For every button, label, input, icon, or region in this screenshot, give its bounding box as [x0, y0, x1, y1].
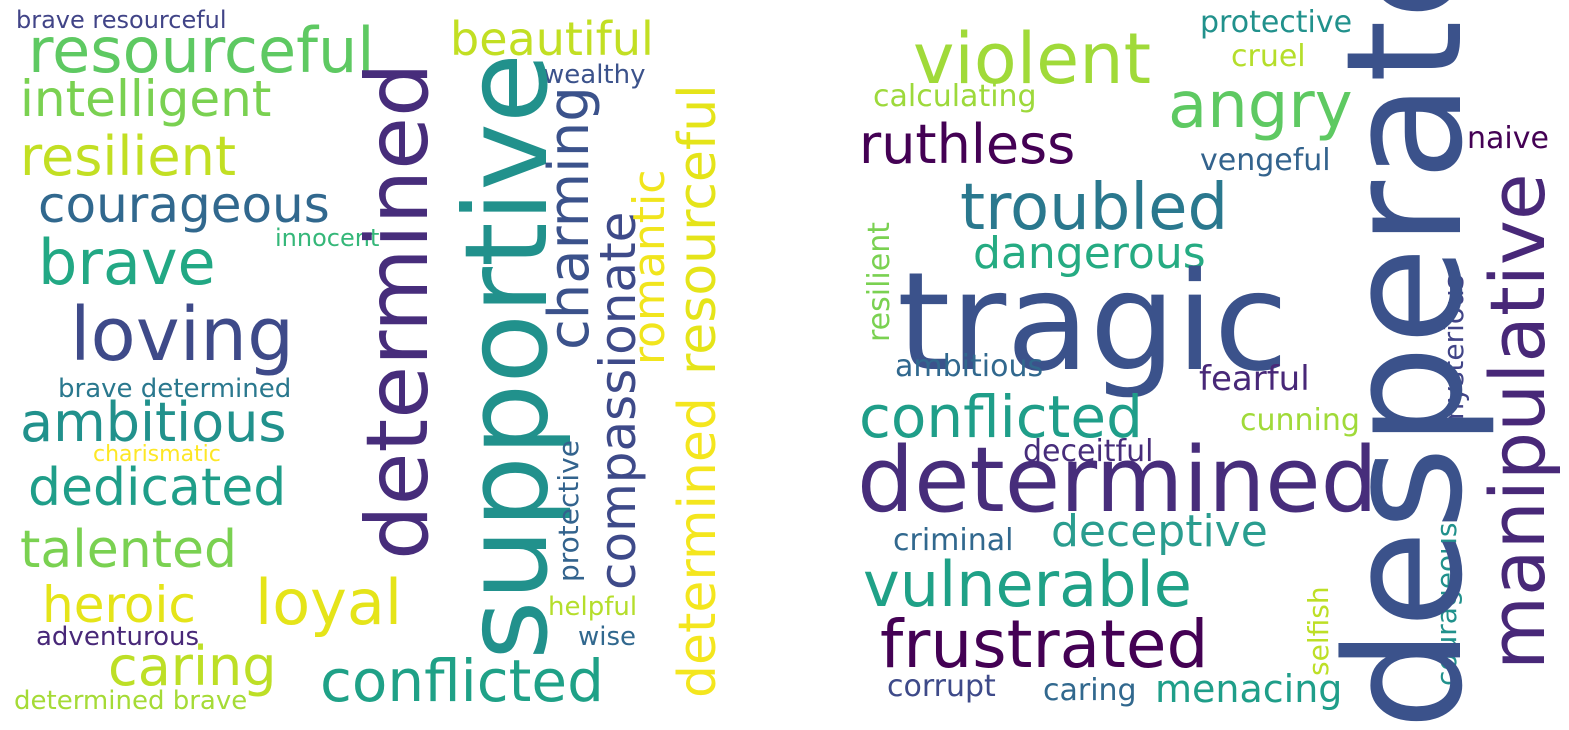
left-word-5: resilient: [20, 125, 236, 188]
right-word-3: calculating: [873, 79, 1037, 114]
left-word-16: loyal: [255, 566, 403, 639]
right-word-16: determined: [857, 428, 1378, 533]
right-word-6: vengeful: [1200, 143, 1331, 178]
left-word-14: talented: [20, 520, 238, 580]
right-word-7: naive: [1467, 121, 1549, 156]
left-word-cloud: brave resourceful resourceful beautiful wea…: [0, 0, 728, 724]
right-word-0: protective: [1200, 5, 1353, 40]
left-word-7: innocent: [275, 224, 380, 252]
right-word-14: cunning: [1240, 403, 1360, 438]
right-word-9: dangerous: [973, 228, 1206, 279]
left-word-17: adventurous: [36, 622, 200, 652]
left-word-3: wealthy: [543, 60, 646, 90]
left-word-15: heroic: [42, 576, 196, 634]
left-word-4: intelligent: [20, 70, 272, 128]
right-word-8: troubled: [960, 171, 1229, 245]
left-word-21: helpful: [548, 592, 638, 622]
right-word-19: vulnerable: [863, 548, 1192, 621]
left-word-10: brave determined: [58, 374, 292, 404]
left-word-28: romantic: [624, 169, 675, 365]
right-word-15: deceitful: [1023, 434, 1154, 469]
left-word-13: dedicated: [28, 458, 287, 518]
left-word-22: wise: [578, 622, 637, 652]
left-word-19: determined brave: [14, 686, 248, 716]
right-word-18: deceptive: [1051, 506, 1268, 557]
right-word-12: fearful: [1199, 359, 1310, 399]
left-word-2: beautiful: [450, 12, 654, 66]
right-word-22: caring: [1043, 673, 1137, 708]
right-word-23: menacing: [1155, 667, 1343, 711]
left-word-6: courageous: [38, 176, 330, 234]
left-word-0: brave resourceful: [16, 6, 227, 34]
left-word-27: protective: [552, 440, 585, 582]
right-word-13: conflicted: [859, 383, 1143, 451]
left-word-9: loving: [70, 292, 295, 378]
right-word-17: criminal: [893, 523, 1014, 558]
right-word-cloud: protective violent cruel calculating angry ru…: [845, 0, 1562, 730]
right-word-4: angry: [1168, 69, 1353, 143]
right-word-5: ruthless: [859, 113, 1076, 176]
right-word-20: frustrated: [880, 606, 1209, 683]
left-word-23: determined: [348, 62, 448, 560]
right-word-10: tragic: [897, 244, 1289, 402]
right-word-24: resilient: [862, 222, 897, 342]
right-word-11: ambitious: [895, 349, 1044, 384]
left-word-8: brave: [38, 226, 216, 299]
left-word-11: ambitious: [20, 391, 287, 454]
left-word-30: determined: [668, 397, 728, 698]
left-word-20: conflicted: [320, 647, 604, 715]
right-word-29: manipulative: [1473, 173, 1562, 670]
left-word-1: resourceful: [28, 14, 375, 87]
right-word-1: violent: [913, 18, 1152, 100]
left-word-18: caring: [108, 635, 277, 698]
right-word-28: desperate: [1311, 0, 1498, 730]
right-word-2: cruel: [1231, 39, 1306, 74]
right-word-21: corrupt: [887, 669, 996, 704]
left-word-12: charismatic: [93, 442, 221, 467]
left-word-29: resourceful: [668, 84, 728, 375]
